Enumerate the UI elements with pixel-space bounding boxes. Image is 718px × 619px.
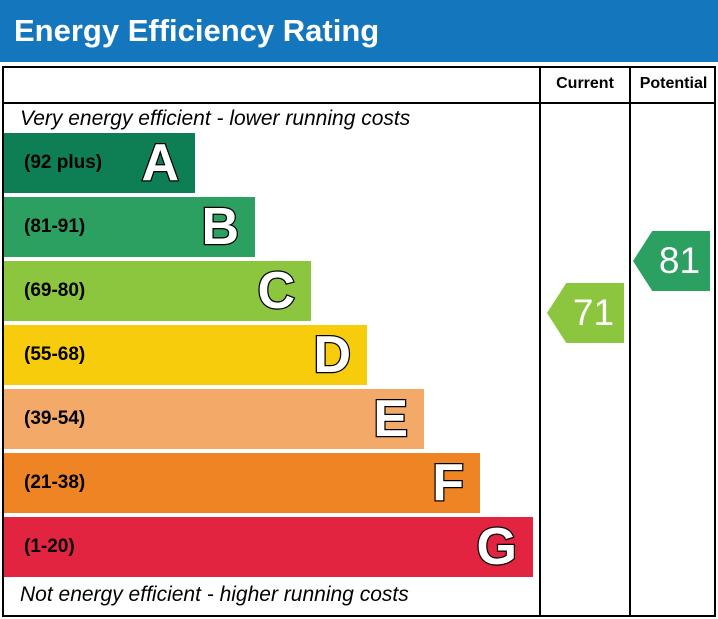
top-caption: Very energy efficient - lower running co… (20, 107, 411, 130)
band-e-range-label: (39-54) (24, 408, 86, 429)
current-column-header: Current (556, 75, 614, 92)
band-a-letter: A (140, 133, 180, 194)
band-g-range-label: (1-20) (24, 536, 75, 557)
band-d: (55-68) D (4, 325, 367, 385)
band-c-range-label: (69-80) (24, 280, 86, 301)
band-b: (81-91) B (4, 197, 255, 257)
potential-column-divider (629, 66, 631, 617)
band-c-letter: C (256, 261, 296, 322)
band-d-letter: D (312, 325, 352, 386)
page-title: Energy Efficiency Rating (14, 13, 380, 48)
potential-column-header: Potential (639, 75, 708, 92)
title-bar: Energy Efficiency Rating (0, 0, 718, 62)
band-e-letter: E (372, 389, 409, 450)
header-row-divider (2, 102, 716, 104)
current-column-divider (539, 66, 541, 617)
band-d-range-label: (55-68) (24, 344, 86, 365)
band-e: (39-54) E (4, 389, 424, 449)
current-rating-value: 71 (572, 292, 615, 333)
band-a-range-label: (92 plus) (24, 152, 103, 173)
band-b-range-label: (81-91) (24, 216, 86, 237)
bottom-caption: Not energy efficient - higher running co… (20, 583, 409, 606)
band-f-letter: F (431, 453, 465, 514)
potential-rating-value: 81 (658, 240, 701, 281)
band-g: (1-20) G (4, 517, 533, 577)
band-a: (92 plus) A (4, 133, 195, 193)
band-c: (69-80) C (4, 261, 311, 321)
band-f: (21-38) F (4, 453, 480, 513)
band-f-range-label: (21-38) (24, 472, 86, 493)
band-b-letter: B (200, 197, 240, 258)
band-g-letter: G (475, 517, 518, 578)
